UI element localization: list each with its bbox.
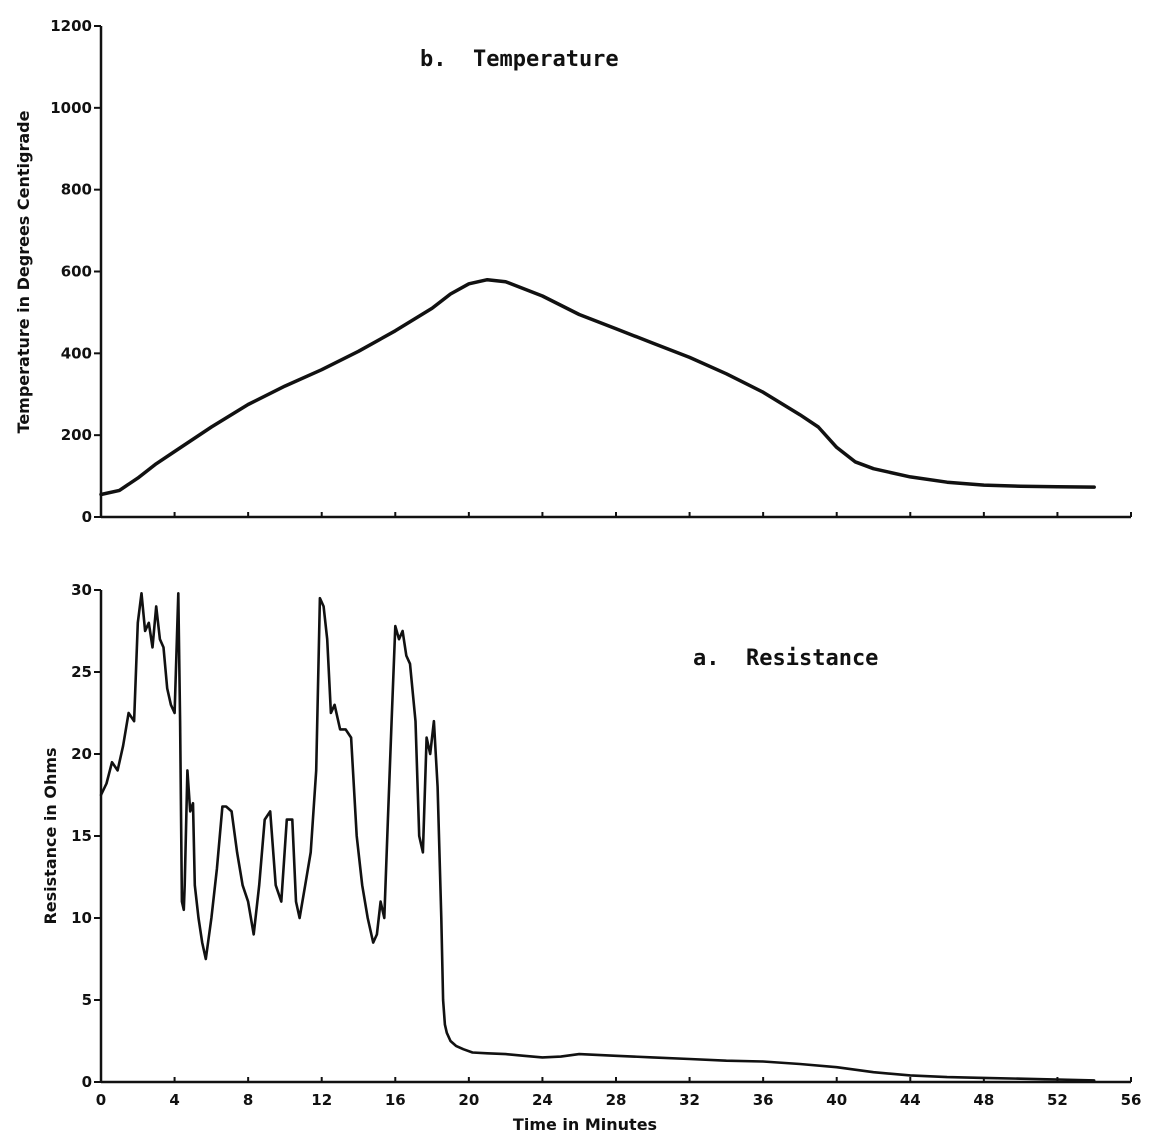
temperature-y-ticks: 0 200 400 600 800 1000 1200 <box>50 17 101 526</box>
resistance-y-axis-title: Resistance in Ohms <box>41 747 60 924</box>
temperature-y-tick-label: 400 <box>61 344 92 362</box>
resistance-x-tick-label: 16 <box>385 1091 406 1109</box>
temperature-y-tick-label: 600 <box>61 263 92 281</box>
resistance-x-tick-label: 8 <box>243 1091 253 1109</box>
resistance-x-tick-label: 32 <box>679 1091 700 1109</box>
resistance-y-tick-label: 25 <box>71 663 92 681</box>
temperature-series-line <box>99 277 1096 497</box>
temperature-x-ticks <box>100 512 1132 517</box>
resistance-y-tick-label: 10 <box>71 909 92 927</box>
resistance-x-tick-label: 20 <box>458 1091 479 1109</box>
resistance-x-tick-label: 44 <box>900 1091 921 1109</box>
resistance-y-tick-label: 20 <box>71 745 92 763</box>
resistance-y-tick-label: 15 <box>71 827 92 845</box>
resistance-x-tick-label: 24 <box>532 1091 553 1109</box>
resistance-x-tick-label: 52 <box>1047 1091 1068 1109</box>
resistance-y-tick-label: 30 <box>71 581 92 599</box>
resistance-x-tick-label: 36 <box>753 1091 774 1109</box>
resistance-y-tick-label: 5 <box>82 991 92 1009</box>
resistance-x-tick-label: 40 <box>826 1091 847 1109</box>
resistance-x-tick-label: 48 <box>973 1091 994 1109</box>
temperature-y-axis-title: Temperature in Degrees Centigrade <box>14 110 33 433</box>
resistance-x-tick-label: 56 <box>1121 1091 1142 1109</box>
temperature-panel-title: b. Temperature <box>420 47 619 72</box>
temperature-y-tick-label: 0 <box>82 508 92 526</box>
resistance-x-tick-label: 0 <box>96 1091 106 1109</box>
resistance-x-tick-label: 4 <box>169 1091 179 1109</box>
temperature-panel: 0 200 400 600 800 1000 1200 b. Temperature Tem… <box>14 17 1132 526</box>
temperature-y-tick-label: 1200 <box>50 17 92 35</box>
temperature-y-tick-label: 1000 <box>50 99 92 117</box>
resistance-x-axis-title: Time in Minutes <box>513 1115 657 1134</box>
resistance-panel-title: a. Resistance <box>693 646 878 671</box>
resistance-x-ticks: 0 4 8 12 16 20 24 28 32 36 40 44 48 52 56 <box>96 1077 1142 1109</box>
temperature-y-tick-label: 800 <box>61 181 92 199</box>
resistance-x-tick-label: 12 <box>311 1091 332 1109</box>
temperature-y-tick-label: 200 <box>61 426 92 444</box>
resistance-y-tick-label: 0 <box>82 1073 92 1091</box>
resistance-series-line <box>99 592 1096 1082</box>
resistance-y-ticks: 0 5 10 15 20 25 30 <box>71 581 101 1091</box>
resistance-x-tick-label: 28 <box>606 1091 627 1109</box>
